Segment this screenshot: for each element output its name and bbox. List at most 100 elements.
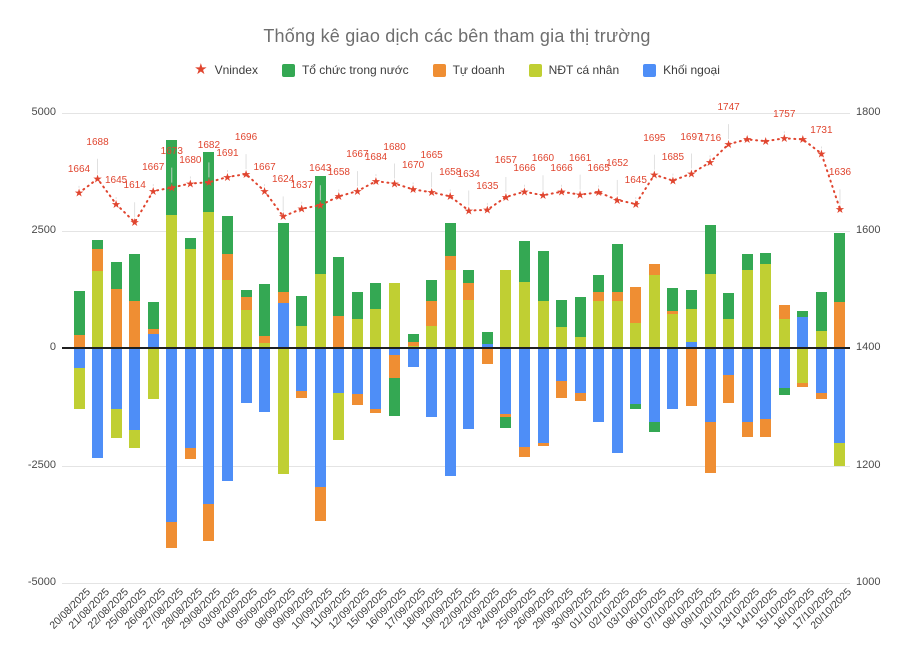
- bar-segment-tổ-chức-trong-nước[interactable]: [760, 252, 772, 264]
- bar-segment-nđt-cá-nhân[interactable]: [147, 348, 159, 399]
- bar-segment-khối-ngoại[interactable]: [463, 348, 475, 429]
- bar-segment-khối-ngoại[interactable]: [574, 348, 586, 393]
- bar-segment-khối-ngoại[interactable]: [648, 348, 660, 423]
- vnindex-star-marker[interactable]: ★: [631, 199, 641, 211]
- bar-segment-khối-ngoại[interactable]: [444, 348, 456, 476]
- bar-segment-tự-doanh[interactable]: [667, 311, 679, 314]
- bar-segment-tổ-chức-trong-nước[interactable]: [556, 299, 568, 328]
- bar-segment-tổ-chức-trong-nước[interactable]: [129, 254, 141, 301]
- bar-segment-tự-doanh[interactable]: [259, 335, 271, 344]
- vnindex-star-marker[interactable]: ★: [798, 134, 808, 146]
- bar-segment-tổ-chức-trong-nước[interactable]: [296, 296, 308, 326]
- bar-segment-nđt-cá-nhân[interactable]: [314, 273, 326, 348]
- bar-segment-nđt-cá-nhân[interactable]: [203, 211, 215, 348]
- bar-segment-nđt-cá-nhân[interactable]: [240, 309, 252, 348]
- bar-segment-nđt-cá-nhân[interactable]: [574, 337, 586, 348]
- vnindex-star-marker[interactable]: ★: [557, 187, 567, 199]
- bar-segment-tự-doanh[interactable]: [240, 297, 252, 310]
- vnindex-star-marker[interactable]: ★: [445, 191, 455, 203]
- bar-segment-khối-ngoại[interactable]: [259, 348, 271, 413]
- bar-segment-khối-ngoại[interactable]: [704, 348, 716, 423]
- bar-segment-khối-ngoại[interactable]: [277, 302, 289, 348]
- bar-segment-khối-ngoại[interactable]: [221, 348, 233, 481]
- bar-segment-khối-ngoại[interactable]: [407, 348, 419, 367]
- bar-segment-tổ-chức-trong-nước[interactable]: [351, 291, 363, 320]
- vnindex-star-marker[interactable]: ★: [612, 195, 622, 207]
- bar-segment-nđt-cá-nhân[interactable]: [166, 214, 178, 348]
- bar-segment-tự-doanh[interactable]: [611, 291, 623, 302]
- vnindex-star-marker[interactable]: ★: [705, 157, 715, 169]
- bar-segment-tổ-chức-trong-nước[interactable]: [648, 422, 660, 433]
- bar-segment-tự-doanh[interactable]: [723, 374, 735, 403]
- bar-segment-nđt-cá-nhân[interactable]: [129, 429, 141, 448]
- bar-segment-tổ-chức-trong-nước[interactable]: [741, 254, 753, 271]
- bar-segment-nđt-cá-nhân[interactable]: [500, 269, 512, 348]
- bar-segment-tự-doanh[interactable]: [184, 448, 196, 459]
- bar-segment-tổ-chức-trong-nước[interactable]: [463, 269, 475, 284]
- bar-segment-khối-ngoại[interactable]: [147, 334, 159, 348]
- bar-segment-tổ-chức-trong-nước[interactable]: [574, 297, 586, 338]
- vnindex-star-marker[interactable]: ★: [130, 217, 140, 229]
- vnindex-star-marker[interactable]: ★: [185, 178, 195, 190]
- bar-segment-tổ-chức-trong-nước[interactable]: [723, 293, 735, 320]
- bar-segment-tổ-chức-trong-nước[interactable]: [593, 275, 605, 292]
- bar-segment-nđt-cá-nhân[interactable]: [259, 343, 271, 348]
- vnindex-star-marker[interactable]: ★: [742, 134, 752, 146]
- bar-segment-tổ-chức-trong-nước[interactable]: [815, 291, 827, 331]
- bar-segment-tổ-chức-trong-nước[interactable]: [333, 257, 345, 317]
- bar-segment-tự-doanh[interactable]: [797, 382, 809, 388]
- bar-segment-tổ-chức-trong-nước[interactable]: [778, 387, 790, 395]
- bar-segment-tự-doanh[interactable]: [463, 283, 475, 300]
- bar-segment-khối-ngoại[interactable]: [500, 348, 512, 414]
- bar-segment-tổ-chức-trong-nước[interactable]: [630, 403, 642, 409]
- bar-segment-nđt-cá-nhân[interactable]: [593, 301, 605, 348]
- bar-segment-tổ-chức-trong-nước[interactable]: [389, 377, 401, 416]
- vnindex-star-marker[interactable]: ★: [260, 186, 270, 198]
- bar-segment-tự-doanh[interactable]: [593, 291, 605, 302]
- bar-segment-nđt-cá-nhân[interactable]: [797, 348, 809, 383]
- bar-segment-nđt-cá-nhân[interactable]: [518, 281, 530, 348]
- bar-segment-khối-ngoại[interactable]: [481, 343, 493, 348]
- vnindex-star-marker[interactable]: ★: [779, 133, 789, 145]
- bar-segment-tổ-chức-trong-nước[interactable]: [92, 239, 104, 249]
- bar-segment-khối-ngoại[interactable]: [685, 341, 697, 348]
- bar-segment-tổ-chức-trong-nước[interactable]: [240, 290, 252, 298]
- legend-item-ndt-ca-nhan[interactable]: NĐT cá nhân: [528, 63, 619, 77]
- bar-segment-tổ-chức-trong-nước[interactable]: [73, 291, 85, 335]
- bar-segment-nđt-cá-nhân[interactable]: [221, 280, 233, 348]
- bar-segment-tự-doanh[interactable]: [129, 301, 141, 348]
- bar-segment-khối-ngoại[interactable]: [184, 348, 196, 449]
- vnindex-star-marker[interactable]: ★: [371, 176, 381, 188]
- bar-segment-nđt-cá-nhân[interactable]: [537, 301, 549, 348]
- vnindex-star-marker[interactable]: ★: [297, 204, 307, 216]
- legend-item-khoi-ngoai[interactable]: Khối ngoại: [643, 63, 720, 77]
- bar-segment-tự-doanh[interactable]: [277, 291, 289, 303]
- vnindex-star-marker[interactable]: ★: [501, 192, 511, 204]
- bar-segment-tổ-chức-trong-nước[interactable]: [444, 223, 456, 256]
- vnindex-star-marker[interactable]: ★: [315, 200, 325, 212]
- vnindex-star-marker[interactable]: ★: [816, 148, 826, 160]
- bar-segment-tự-doanh[interactable]: [741, 422, 753, 437]
- bar-segment-khối-ngoại[interactable]: [723, 348, 735, 375]
- bar-segment-khối-ngoại[interactable]: [351, 348, 363, 395]
- bar-segment-khối-ngoại[interactable]: [333, 348, 345, 393]
- bar-segment-tự-doanh[interactable]: [389, 355, 401, 378]
- bar-segment-tự-doanh[interactable]: [407, 341, 419, 347]
- vnindex-star-marker[interactable]: ★: [390, 178, 400, 190]
- vnindex-star-marker[interactable]: ★: [464, 205, 474, 217]
- bar-segment-tổ-chức-trong-nước[interactable]: [518, 240, 530, 282]
- bar-segment-tổ-chức-trong-nước[interactable]: [110, 261, 122, 290]
- bar-segment-tổ-chức-trong-nước[interactable]: [426, 280, 438, 302]
- vnindex-star-marker[interactable]: ★: [408, 184, 418, 196]
- bar-segment-nđt-cá-nhân[interactable]: [277, 348, 289, 475]
- bar-segment-tự-doanh[interactable]: [500, 413, 512, 417]
- bar-segment-khối-ngoại[interactable]: [92, 348, 104, 458]
- bar-segment-nđt-cá-nhân[interactable]: [630, 322, 642, 348]
- bar-segment-nđt-cá-nhân[interactable]: [815, 330, 827, 348]
- bar-segment-khối-ngoại[interactable]: [797, 317, 809, 348]
- vnindex-star-marker[interactable]: ★: [167, 182, 177, 194]
- bar-segment-tự-doanh[interactable]: [370, 408, 382, 414]
- bar-segment-khối-ngoại[interactable]: [314, 348, 326, 488]
- bar-segment-tự-doanh[interactable]: [314, 487, 326, 522]
- vnindex-star-marker[interactable]: ★: [111, 199, 121, 211]
